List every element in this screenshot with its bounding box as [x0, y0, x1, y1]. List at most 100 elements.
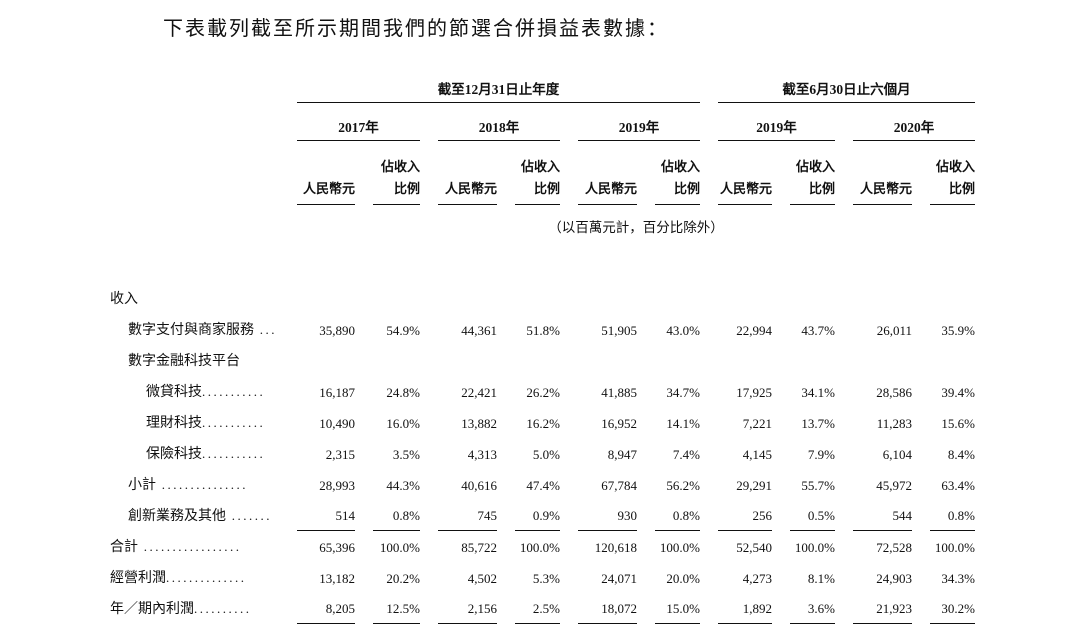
row-label-text: 創新業務及其他: [128, 509, 226, 524]
row-label-text: 小計: [128, 478, 156, 493]
row-label-text: 經營利潤: [110, 571, 166, 586]
value-cell: 22,994: [736, 323, 772, 338]
value-cell: 20.2%: [386, 571, 420, 586]
units-note: （以百萬元計，百分比除外）: [548, 220, 724, 235]
row-label: 數字金融科技平台: [110, 350, 279, 376]
row-label: 創新業務及其他 .......: [110, 505, 279, 531]
pct-header-line2: 比例: [948, 180, 975, 196]
row-label: 經營利潤..............: [110, 567, 279, 593]
table-row: 經營利潤.............. 13,182 20.2% 4,502 5.3% 24…: [110, 562, 990, 593]
pct-header-line2: 比例: [808, 180, 835, 196]
value-cell: [655, 308, 700, 314]
value-cell: 6,104: [882, 447, 912, 462]
value-cell: 745: [438, 508, 497, 531]
year-header-2019: 2019年: [578, 116, 700, 141]
income-statement-table: 截至12月31日止年度 截至6月30日止六個月 2017年 2018年 2019…: [110, 75, 990, 624]
value-cell: 52,540: [736, 540, 772, 555]
value-cell: 13,182: [319, 571, 355, 586]
value-cell: 12.5%: [373, 601, 420, 624]
value-cell: 40,616: [461, 478, 497, 493]
value-cell: 56.2%: [666, 478, 700, 493]
value-cell: [790, 308, 835, 314]
value-cell: 11,283: [876, 416, 912, 431]
value-cell: [930, 308, 975, 314]
value-cell: 2,156: [438, 601, 497, 624]
value-cell: 24.8%: [386, 385, 420, 400]
column-header-row: 人民幣元 佔收入 比例 人民幣元 佔收入 比例 人民幣元 佔收入 比例 人民幣元 佔收…: [110, 141, 990, 205]
value-cell: 34.7%: [666, 385, 700, 400]
value-cell: 51,905: [601, 323, 637, 338]
table-row: 收入: [110, 283, 990, 314]
year-header-2020-interim: 2020年: [853, 116, 975, 141]
value-cell: 930: [578, 508, 637, 531]
value-cell: 26,011: [876, 323, 912, 338]
value-cell: 2,315: [325, 447, 355, 462]
value-cell: 3.6%: [790, 601, 835, 624]
dot-leader: ...: [254, 322, 277, 337]
value-cell: 20.0%: [666, 571, 700, 586]
period-group-header-row: 截至12月31日止年度 截至6月30日止六個月: [110, 75, 990, 103]
value-cell: 43.7%: [801, 323, 835, 338]
value-cell: 24,903: [876, 571, 912, 586]
value-cell: 51.8%: [526, 323, 560, 338]
column-header-pct: 佔收入 比例: [930, 156, 975, 205]
year-header-2018: 2018年: [438, 116, 560, 141]
value-cell: 100.0%: [794, 540, 835, 555]
value-cell: 4,502: [467, 571, 497, 586]
value-cell: 0.9%: [515, 508, 560, 531]
table-body: 收入 數字支付與商家服務 ... 35,890 54.9% 44,361 51.8% 51,…: [110, 283, 990, 624]
value-cell: 28,586: [876, 385, 912, 400]
column-header-pct: 佔收入比例: [655, 156, 700, 205]
table-row: 微貸科技........... 16,187 24.8% 22,421 26.2% 41,…: [110, 376, 990, 407]
table-row: 保險科技........... 2,315 3.5% 4,313 5.0% 8,947 7.…: [110, 438, 990, 469]
value-cell: 16.2%: [526, 416, 560, 431]
value-cell: [515, 370, 560, 376]
value-cell: 15.0%: [655, 601, 700, 624]
value-cell: 514: [297, 508, 355, 531]
column-header-rmb: 人民幣元: [438, 178, 497, 205]
column-header-rmb: 人民幣元: [297, 178, 355, 205]
value-cell: 26.2%: [526, 385, 560, 400]
pct-header-line1: 佔收入: [380, 158, 420, 174]
value-cell: 7.9%: [807, 447, 835, 462]
value-cell: [373, 308, 420, 314]
value-cell: 16,952: [601, 416, 637, 431]
value-cell: 65,396: [319, 540, 355, 555]
value-cell: 4,313: [467, 447, 497, 462]
value-cell: 8.4%: [947, 447, 975, 462]
row-label-text: 合計: [110, 540, 138, 555]
value-cell: 16,187: [319, 385, 355, 400]
value-cell: [930, 370, 975, 376]
value-cell: 10,490: [319, 416, 355, 431]
dot-leader: ...........: [202, 415, 266, 430]
value-cell: 30.2%: [930, 601, 975, 624]
column-header-pct: 佔收入 比例: [515, 156, 560, 205]
value-cell: 0.8%: [930, 508, 975, 531]
value-cell: 8.1%: [807, 571, 835, 586]
value-cell: 5.0%: [532, 447, 560, 462]
row-label-text: 保險科技: [146, 447, 202, 462]
group-header-annual: 截至12月31日止年度: [297, 78, 700, 103]
value-cell: 4,145: [742, 447, 772, 462]
value-cell: [438, 308, 497, 314]
value-cell: 3.5%: [392, 447, 420, 462]
value-cell: [297, 308, 355, 314]
pct-header-line2: 比例: [673, 180, 700, 196]
value-cell: 34.3%: [941, 571, 975, 586]
table-row: 年／期內利潤.......... 8,205 12.5% 2,156 2.5% 18,07…: [110, 593, 990, 624]
value-cell: 21,923: [853, 601, 912, 624]
value-cell: [515, 308, 560, 314]
value-cell: [438, 370, 497, 376]
row-label-text: 收入: [110, 292, 138, 307]
value-cell: 17,925: [736, 385, 772, 400]
value-cell: 22,421: [461, 385, 497, 400]
value-cell: 54.9%: [386, 323, 420, 338]
value-cell: 100.0%: [934, 540, 975, 555]
row-label: 保險科技...........: [110, 443, 279, 469]
pct-header-line1: 佔收入: [660, 158, 700, 174]
row-label-text: 微貸科技: [146, 385, 202, 400]
value-cell: [853, 308, 912, 314]
value-cell: 41,885: [601, 385, 637, 400]
value-cell: 0.8%: [655, 508, 700, 531]
value-cell: 45,972: [876, 478, 912, 493]
